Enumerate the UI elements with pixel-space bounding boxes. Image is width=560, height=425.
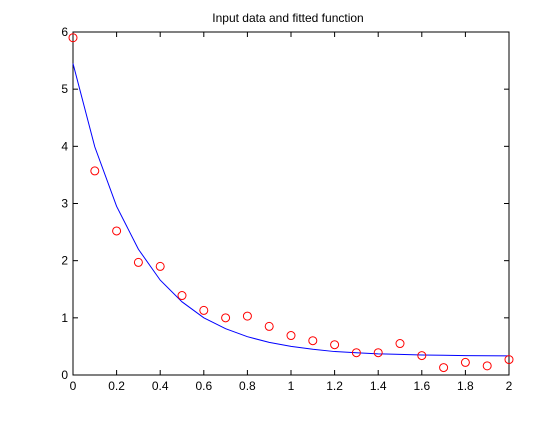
y-tick-label: 5 <box>61 82 68 96</box>
y-tick-label: 2 <box>61 254 68 268</box>
data-point <box>221 313 231 323</box>
data-point <box>417 351 427 361</box>
data-point <box>286 331 296 341</box>
data-point <box>330 340 340 350</box>
y-tick-label: 0 <box>61 368 68 382</box>
data-point <box>395 339 405 349</box>
data-point <box>264 321 274 331</box>
x-tick-label: 0 <box>70 379 77 393</box>
x-tick-label: 2 <box>506 379 513 393</box>
data-point <box>242 311 252 321</box>
x-tick-label: 0.2 <box>108 379 125 393</box>
x-tick-label: 1.2 <box>326 379 343 393</box>
x-tick-label: 1.6 <box>413 379 430 393</box>
data-point <box>373 348 383 358</box>
data-point <box>460 357 470 367</box>
x-tick-label: 1 <box>288 379 295 393</box>
y-tick-label: 3 <box>61 197 68 211</box>
fitted-line-layer <box>72 63 510 357</box>
x-tick-label: 0.4 <box>152 379 169 393</box>
y-tick-label: 4 <box>61 139 68 153</box>
data-point <box>308 336 318 346</box>
data-points-layer <box>68 33 514 373</box>
data-point <box>68 33 78 43</box>
data-point <box>482 361 492 371</box>
x-tick-label: 1.4 <box>370 379 387 393</box>
axis-ticks: 0 0.2 0.4 0.6 0.8 1 1.2 1.4 1.6 1.8 2 0 1 2 3 4 5 6 <box>61 25 512 393</box>
chart-title: Input data and fitted function <box>212 11 363 25</box>
data-point <box>439 363 449 373</box>
data-point <box>112 226 122 236</box>
data-point <box>351 348 361 358</box>
data-point <box>199 305 209 315</box>
plot-area <box>72 31 510 376</box>
data-point <box>177 291 187 301</box>
fitted-function-line <box>72 63 510 357</box>
x-tick-label: 1.8 <box>457 379 474 393</box>
data-point <box>504 355 514 365</box>
data-point <box>90 166 100 176</box>
data-point <box>155 261 165 271</box>
data-point <box>133 257 143 267</box>
y-tick-label: 1 <box>61 311 68 325</box>
y-tick-label: 6 <box>61 25 68 39</box>
x-tick-label: 0.8 <box>239 379 256 393</box>
x-tick-label: 0.6 <box>195 379 212 393</box>
